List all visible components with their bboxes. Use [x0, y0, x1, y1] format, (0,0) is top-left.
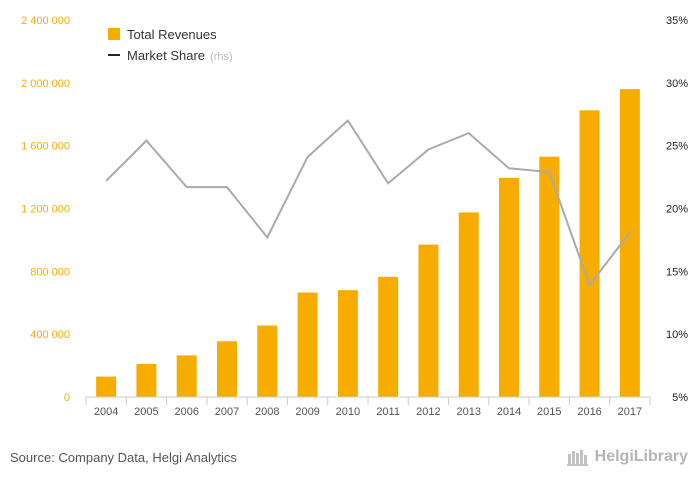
combo-chart: 2004 2005 2006 2007 2008 2009 2010 2011 2012 2013…	[21, 15, 688, 418]
bar-2010	[337, 290, 358, 397]
bar-2004	[96, 376, 117, 397]
bar-2015	[539, 156, 560, 397]
bar-2014	[499, 177, 519, 397]
x-tick-label-2005: 2005	[134, 406, 158, 418]
y-right-tick-label: 30%	[666, 78, 688, 90]
x-tick-label-2004: 2004	[94, 406, 118, 418]
legend-swatch-revenues	[108, 28, 120, 40]
x-tick-label-2011: 2011	[376, 406, 400, 418]
y-right-tick-label: 5%	[672, 392, 688, 404]
y-right-tick-label: 10%	[666, 329, 688, 341]
bar-2007	[217, 341, 237, 397]
x-tick-label-2009: 2009	[295, 406, 319, 418]
y-left-tick-label: 1 600 000	[21, 141, 70, 153]
y-left-tick-label: 400 000	[30, 329, 70, 341]
bar-2012	[418, 244, 439, 397]
bar-2006	[176, 355, 197, 397]
library-logo-icon	[566, 450, 588, 466]
y-left-tick-label: 1 200 000	[21, 204, 70, 216]
bar-2009	[297, 292, 318, 397]
line-layer	[105, 118, 631, 288]
y-right-tick-label: 20%	[666, 204, 688, 216]
bar-2017	[619, 89, 640, 397]
y-right-tick-label: 35%	[666, 15, 688, 27]
y-left-tick-label: 800 000	[30, 266, 70, 278]
y-left-tick-label: 0	[64, 392, 70, 404]
x-tick-label-2008: 2008	[255, 406, 279, 418]
bar-2005	[136, 364, 157, 397]
x-tick-label-2016: 2016	[577, 406, 601, 418]
x-tick-label-2017: 2017	[618, 406, 642, 418]
x-tick-label-2010: 2010	[336, 406, 360, 418]
y-left-tick-label: 2 000 000	[21, 78, 70, 90]
legend-label-revenues: Total Revenues	[127, 27, 217, 42]
x-tick-label-2006: 2006	[174, 406, 198, 418]
bars-layer	[96, 89, 640, 398]
x-tick-label-2013: 2013	[456, 406, 480, 418]
bar-2013	[458, 212, 479, 397]
y-right-tick-label: 25%	[666, 141, 688, 153]
x-tick-label-2014: 2014	[497, 406, 521, 418]
legend: Total Revenues Market Share (rhs)	[108, 27, 233, 63]
source-note: Source: Company Data, Helgi Analytics	[10, 450, 237, 465]
x-tick-label-2015: 2015	[537, 406, 561, 418]
helgi-library-logo: HelgiLibrary	[566, 448, 688, 466]
market-share-line	[105, 118, 631, 288]
axis-layer: 2004 2005 2006 2007 2008 2009 2010 2011 2012 2013…	[21, 15, 688, 418]
bar-2016	[579, 110, 600, 398]
x-tick-label-2007: 2007	[215, 406, 239, 418]
y-right-tick-label: 15%	[666, 266, 688, 278]
y-left-tick-label: 2 400 000	[21, 15, 70, 27]
bar-2008	[257, 325, 278, 397]
legend-label-market-share-suffix: (rhs)	[210, 51, 233, 63]
x-tick-label-2012: 2012	[416, 406, 440, 418]
logo-text: HelgiLibrary	[594, 448, 688, 465]
legend-label-market-share: Market Share (rhs)	[127, 48, 233, 63]
legend-label-market-share-text: Market Share	[127, 48, 205, 63]
bar-2011	[378, 276, 399, 397]
